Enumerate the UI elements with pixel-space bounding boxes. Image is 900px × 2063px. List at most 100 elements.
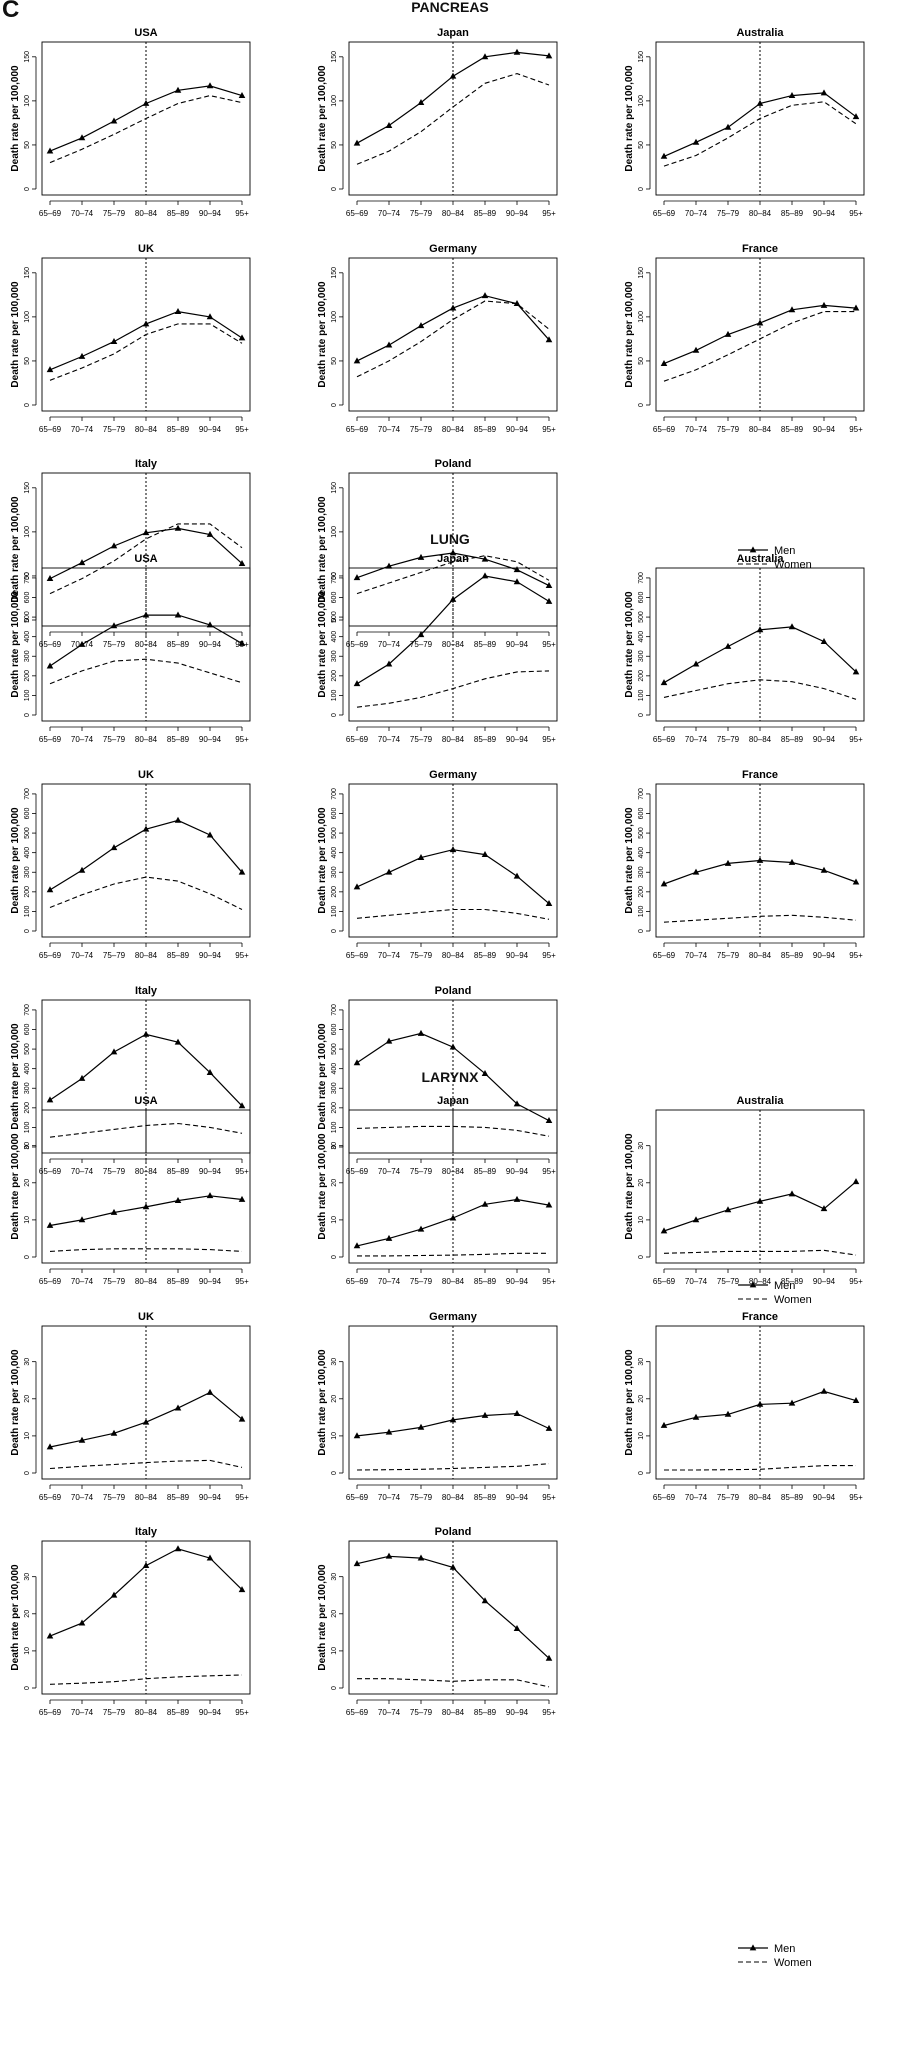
- data-point-men: [142, 320, 150, 327]
- x-tick-label: 70–74: [378, 1277, 401, 1286]
- y-tick-label: 10: [638, 1432, 645, 1440]
- x-tick-label: 65–69: [653, 1277, 676, 1286]
- data-point-men: [238, 91, 246, 98]
- y-tick-label: 20: [331, 1610, 338, 1618]
- x-tick-label: 80–84: [135, 735, 158, 744]
- data-point-men: [724, 859, 732, 866]
- x-tick-label: 75–79: [410, 1277, 433, 1286]
- y-axis-label: Death rate per 100,000: [317, 496, 328, 603]
- data-point-men: [481, 555, 489, 562]
- x-tick-label: 65–69: [346, 735, 369, 744]
- y-tick-label: 30: [638, 1358, 645, 1366]
- data-point-men: [756, 626, 764, 633]
- series-line-women: [663, 311, 856, 382]
- data-point-men: [545, 899, 553, 906]
- y-tick-label: 500: [24, 1043, 31, 1055]
- x-tick-label: 85–89: [474, 640, 497, 649]
- y-tick-label: 0: [24, 187, 31, 191]
- x-tick-label: 80–84: [135, 1708, 158, 1717]
- y-tick-label: 50: [24, 141, 31, 149]
- x-tick-label: 65–69: [653, 951, 676, 960]
- data-point-men: [481, 1200, 489, 1207]
- data-point-men: [417, 1029, 425, 1036]
- section-title-larynx: LARYNX: [421, 1069, 479, 1085]
- data-point-men: [174, 1545, 182, 1552]
- data-point-men: [353, 139, 361, 146]
- x-tick-label: 70–74: [378, 735, 401, 744]
- series-line-women: [356, 670, 550, 708]
- series-line-women: [49, 876, 243, 910]
- x-tick-label: 90–94: [199, 1493, 222, 1502]
- data-point-men: [545, 1201, 553, 1208]
- data-point-men: [206, 831, 214, 838]
- x-tick-label: 85–89: [474, 951, 497, 960]
- data-point-men: [449, 1214, 457, 1221]
- data-point-men: [206, 1554, 214, 1561]
- y-tick-label: 600: [24, 592, 31, 604]
- y-tick-label: 0: [24, 618, 31, 622]
- data-point-men: [142, 1418, 150, 1425]
- data-point-men: [481, 1597, 489, 1604]
- series-line-women: [356, 300, 550, 378]
- y-tick-label: 300: [24, 650, 31, 662]
- data-point-men: [852, 1397, 860, 1404]
- chart-title: Germany: [429, 1311, 478, 1323]
- data-point-men: [724, 1206, 732, 1213]
- y-tick-label: 150: [638, 267, 645, 279]
- y-axis-label: Death rate per 100,000: [10, 65, 21, 172]
- legend-women-label: Women: [774, 1957, 812, 1969]
- data-point-men: [820, 89, 828, 96]
- data-point-men: [724, 123, 732, 130]
- x-tick-label: 95+: [542, 951, 556, 960]
- x-tick-label: 90–94: [813, 735, 836, 744]
- y-tick-label: 150: [331, 51, 338, 63]
- x-tick-label: 85–89: [474, 735, 497, 744]
- x-tick-label: 95+: [235, 1277, 249, 1286]
- y-tick-label: 0: [638, 929, 645, 933]
- x-tick-label: 95+: [235, 209, 249, 218]
- y-tick-label: 300: [24, 866, 31, 878]
- y-tick-label: 0: [331, 929, 338, 933]
- x-tick-label: 65–69: [346, 951, 369, 960]
- x-tick-label: 85–89: [781, 209, 804, 218]
- section-title-pancreas: PANCREAS: [411, 0, 489, 15]
- data-point-men: [481, 1411, 489, 1418]
- legend-pancreas: Men Women: [738, 545, 812, 571]
- data-point-men: [110, 1048, 118, 1055]
- x-tick-label: 95+: [235, 1708, 249, 1717]
- y-tick-label: 0: [24, 1471, 31, 1475]
- y-tick-label: 0: [331, 713, 338, 717]
- x-tick-label: 70–74: [378, 640, 401, 649]
- y-axis-label: Death rate per 100,000: [10, 1349, 21, 1456]
- data-point-men: [353, 574, 361, 581]
- x-tick-label: 65–69: [39, 1277, 62, 1286]
- data-point-men: [449, 846, 457, 853]
- series-line-women: [357, 1252, 549, 1257]
- x-tick-label: 90–94: [199, 1167, 222, 1176]
- x-tick-label: 95+: [235, 1493, 249, 1502]
- y-tick-label: 0: [331, 1145, 338, 1149]
- y-tick-label: 50: [331, 141, 338, 149]
- chart-title: USA: [134, 553, 157, 565]
- data-point-men: [78, 1074, 86, 1081]
- y-tick-label: 600: [331, 592, 338, 604]
- y-tick-label: 20: [24, 1179, 31, 1187]
- x-tick-label: 90–94: [506, 640, 529, 649]
- x-tick-label: 70–74: [685, 951, 708, 960]
- y-tick-label: 0: [24, 1686, 31, 1690]
- y-tick-label: 10: [331, 1432, 338, 1440]
- data-point-men: [820, 1205, 828, 1212]
- y-tick-label: 600: [24, 1024, 31, 1036]
- y-tick-label: 30: [24, 1142, 31, 1150]
- x-tick-label: 85–89: [167, 640, 190, 649]
- x-tick-label: 85–89: [167, 425, 190, 434]
- x-tick-label: 75–79: [103, 209, 126, 218]
- legend-larynx: Men Women: [738, 1943, 812, 1969]
- x-tick-label: 70–74: [71, 735, 94, 744]
